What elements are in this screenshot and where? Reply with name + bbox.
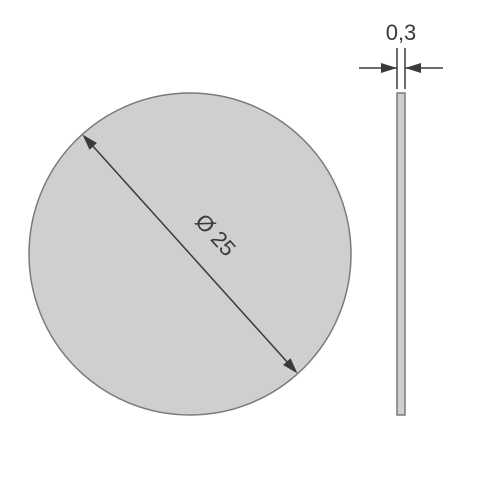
disc-side-view <box>397 93 405 415</box>
thickness-label: 0,3 <box>386 20 417 45</box>
